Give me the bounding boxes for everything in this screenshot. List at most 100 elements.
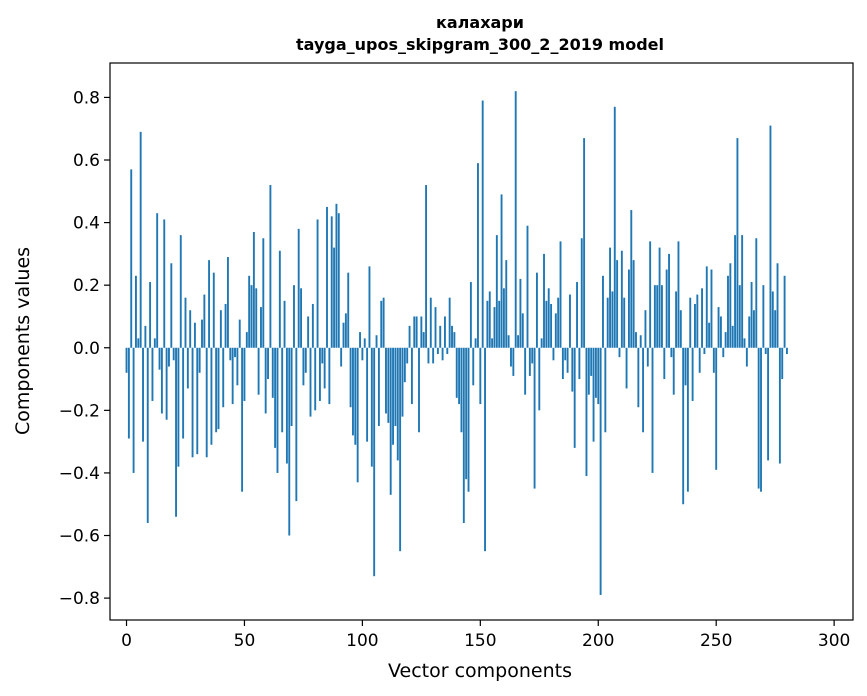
bar	[144, 325, 147, 348]
bar	[156, 213, 159, 348]
bar	[783, 275, 786, 348]
bar	[469, 282, 472, 348]
bar	[561, 347, 564, 380]
bar	[750, 282, 753, 348]
bar	[210, 347, 213, 445]
bar	[635, 332, 637, 348]
bar	[736, 138, 739, 348]
bar	[535, 272, 538, 348]
bar	[592, 347, 595, 442]
bar	[701, 288, 703, 348]
bar	[760, 347, 762, 492]
bar	[752, 310, 755, 348]
bar	[392, 347, 394, 445]
bar	[689, 297, 692, 348]
bar	[278, 250, 281, 348]
bar	[177, 347, 180, 467]
bar	[193, 322, 196, 348]
bar	[691, 347, 694, 401]
bar	[526, 225, 529, 348]
bar	[538, 347, 541, 411]
bar	[146, 347, 149, 523]
bar	[495, 235, 498, 348]
bar	[295, 347, 298, 502]
bar	[731, 325, 734, 348]
bar	[722, 347, 725, 358]
bar	[344, 313, 347, 348]
bar	[201, 319, 203, 348]
bar	[531, 347, 534, 364]
bar	[328, 347, 331, 405]
y-tick-label: 0.8	[73, 88, 100, 108]
bar	[757, 347, 760, 489]
bar	[205, 347, 208, 458]
bar	[710, 269, 713, 348]
bar	[241, 347, 244, 492]
bar	[186, 347, 189, 389]
bar	[696, 294, 699, 348]
bar	[719, 316, 722, 348]
bar	[679, 310, 682, 348]
bar	[165, 347, 168, 420]
bar	[637, 347, 640, 408]
bar	[453, 332, 456, 348]
bar	[302, 347, 305, 386]
bar	[363, 338, 366, 348]
bar	[434, 307, 437, 348]
bar	[708, 322, 711, 348]
bar	[604, 347, 607, 433]
bar	[609, 247, 611, 348]
bar	[500, 194, 503, 348]
bar	[769, 125, 772, 348]
bar	[578, 347, 581, 380]
bar	[347, 272, 350, 348]
bar	[215, 347, 218, 433]
bar	[661, 285, 663, 348]
bar	[410, 347, 413, 405]
bar	[451, 325, 453, 348]
bar	[712, 347, 715, 373]
bar	[252, 231, 255, 348]
bar	[262, 238, 265, 348]
bar	[179, 235, 182, 348]
bar	[170, 263, 173, 348]
bar	[618, 347, 621, 358]
bar	[422, 332, 425, 348]
bar	[226, 257, 229, 348]
bar	[644, 310, 647, 348]
bar	[557, 297, 560, 348]
bar	[198, 347, 201, 373]
bar	[481, 100, 484, 348]
y-tick-label: −0.4	[59, 464, 100, 484]
bar	[517, 335, 520, 348]
bar	[545, 300, 548, 348]
bar	[620, 250, 623, 348]
bar	[264, 347, 267, 414]
bar	[168, 347, 170, 367]
bar	[668, 253, 670, 348]
x-tick-label: 100	[346, 631, 378, 651]
bar	[611, 291, 614, 348]
bar	[158, 347, 161, 370]
bar	[602, 275, 604, 348]
bar	[229, 347, 232, 361]
bar	[703, 347, 706, 355]
bar	[564, 347, 567, 361]
bar	[734, 235, 737, 348]
bar	[304, 347, 307, 373]
bar	[632, 260, 635, 348]
bar	[234, 347, 236, 358]
bar	[222, 347, 225, 408]
bar	[446, 347, 449, 355]
bar	[781, 347, 784, 380]
bar	[566, 347, 569, 373]
bar	[316, 219, 319, 348]
bar	[385, 347, 387, 414]
bar	[436, 347, 439, 355]
bar	[441, 347, 444, 361]
bar	[786, 347, 788, 355]
bar	[425, 185, 428, 348]
bar	[502, 288, 505, 348]
bar	[245, 332, 248, 348]
y-tick-label: 0.6	[73, 151, 100, 171]
